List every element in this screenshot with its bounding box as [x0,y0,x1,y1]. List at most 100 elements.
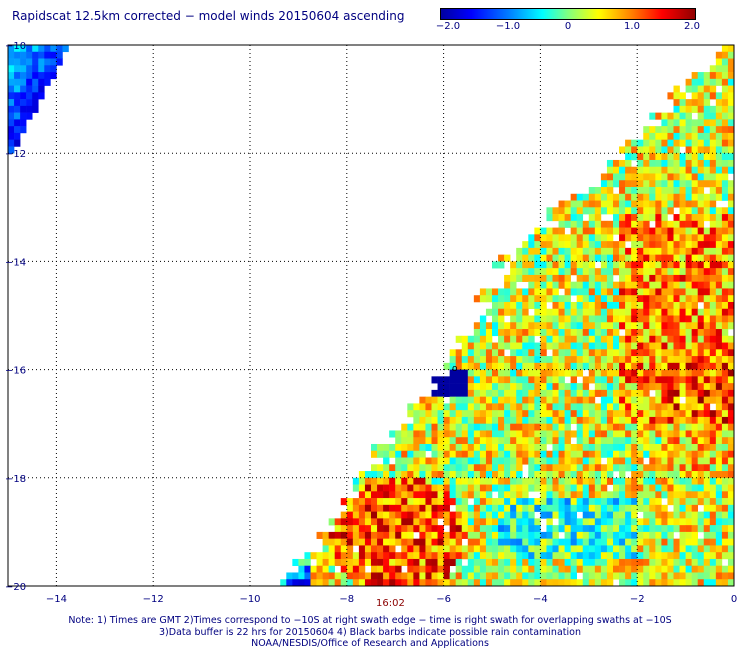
heatmap-cell [625,383,632,391]
heatmap-cell [655,389,662,397]
heatmap-cell [691,525,698,533]
heatmap-cell [697,464,705,472]
heatmap-cell [697,315,705,323]
heatmap-cell [552,329,559,337]
heatmap-cell [485,484,493,492]
heatmap-cell [516,335,523,343]
heatmap-cell [461,335,469,343]
heatmap-cell [697,105,705,113]
heatmap-cell [691,511,698,519]
heatmap-cell [631,552,638,560]
heatmap-cell [32,99,39,107]
heatmap-cell [709,376,717,384]
heatmap-cell [298,579,305,586]
heatmap-cell [703,234,711,242]
heatmap-cell [613,342,620,350]
heatmap-cell [703,261,711,269]
heatmap-cell [703,349,711,357]
heatmap-cell [594,315,602,323]
heatmap-cell [649,518,656,526]
heatmap-cell [431,491,438,499]
heatmap-cell [697,329,705,337]
heatmap-cell [510,538,517,546]
heatmap-cell [492,437,499,445]
heatmap-cell [691,552,698,560]
heatmap-cell [570,416,577,424]
heatmap-cell [715,369,723,377]
heatmap-cell [564,254,571,262]
heatmap-cell [473,349,481,357]
heatmap-cell [619,180,626,188]
heatmap-cell [540,362,547,370]
heatmap-cell [697,538,705,546]
heatmap-cell [637,356,644,364]
heatmap-cell [304,558,311,567]
heatmap-cell [709,247,717,255]
heatmap-cell [346,531,354,539]
heatmap-cell [552,383,559,391]
heatmap-cell [540,443,547,452]
heatmap-cell [407,437,414,445]
heatmap-cell [697,214,705,222]
heatmap-cell [534,261,541,269]
heatmap-cell [697,132,705,140]
heatmap-cell [44,78,51,86]
heatmap-cell [697,308,705,316]
heatmap-cell [576,268,584,276]
heatmap-cell [721,376,729,384]
heatmap-cell [697,498,705,506]
heatmap-cell [522,477,529,485]
heatmap-cell [679,105,686,113]
heatmap-cell [685,410,692,418]
heatmap-cell [534,477,541,485]
heatmap-cell [600,491,608,499]
heatmap-cell [679,579,686,586]
heatmap-cell [485,498,493,506]
heatmap-cell [479,329,487,337]
heatmap-cell [721,153,729,161]
heatmap-cell [383,552,390,560]
heatmap-cell [8,85,15,93]
heatmap-cell [606,322,614,330]
heatmap-cell [619,308,626,316]
heatmap-cell [437,376,444,384]
heatmap-cell [703,450,711,458]
heatmap-cell [613,315,620,323]
heatmap-cell [576,531,584,539]
heatmap-cell [655,457,662,465]
heatmap-cell [691,288,698,296]
heatmap-cell [631,288,638,296]
heatmap-cell [498,356,505,364]
heatmap-cell [661,579,668,586]
heatmap-cell [727,369,734,377]
heatmap-cell [431,511,438,519]
heatmap-cell [631,315,638,323]
heatmap-cell [558,491,565,499]
heatmap-cell [485,396,493,404]
heatmap-cell [673,565,680,573]
heatmap-cell [516,504,523,512]
heatmap-cell [504,301,511,310]
heatmap-cell [613,362,620,370]
heatmap-cell [594,504,602,512]
heatmap-cell [697,558,705,567]
heatmap-cell [619,484,626,492]
heatmap-cell [667,457,674,465]
heatmap-cell [685,180,692,188]
heatmap-cell [570,200,577,208]
heatmap-cell [546,525,553,533]
heatmap-cell [703,254,711,262]
heatmap-cell [558,356,565,364]
heatmap-cell [727,308,734,316]
heatmap-cell [425,572,432,580]
heatmap-cell [643,396,650,404]
heatmap-cell [697,335,705,343]
heatmap-cell [661,349,668,357]
heatmap-cell [558,389,565,397]
heatmap-cell [600,247,608,255]
heatmap-cell [498,484,505,492]
heatmap-cell [582,416,590,424]
heatmap-cell [600,579,608,586]
heatmap-cell [643,552,650,560]
heatmap-cell [383,565,390,573]
